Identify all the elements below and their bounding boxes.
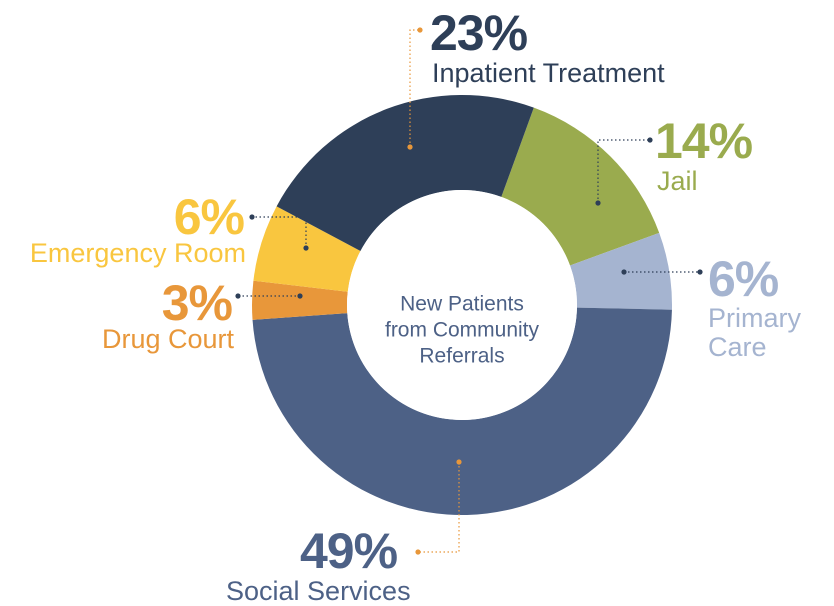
category-label: Social Services [226, 576, 411, 606]
segment [569, 232, 672, 310]
value-label: 23% [430, 5, 528, 61]
leader-dot [697, 269, 703, 275]
leader-line [597, 139, 650, 203]
value-label: 6% [173, 189, 245, 245]
value-label: 3% [161, 275, 233, 331]
segment [276, 95, 534, 251]
leader-dot [647, 137, 653, 143]
value-label: 49% [300, 523, 398, 579]
segment [501, 107, 660, 266]
leader-dot [407, 144, 413, 150]
center-label: from Community [385, 319, 540, 342]
segments [252, 95, 672, 515]
leader-dot [297, 293, 303, 299]
value-label: 6% [708, 251, 779, 307]
value-label: 14% [655, 113, 753, 169]
leader-dot [415, 549, 421, 555]
leader-line [418, 462, 460, 553]
leader-dot [303, 245, 309, 251]
leader-dot [621, 269, 627, 275]
leader-dot [235, 293, 241, 299]
center-label: New Patients [400, 293, 524, 316]
segment [252, 307, 672, 515]
center-hole [347, 190, 577, 420]
segment [252, 280, 348, 320]
leader-dot [417, 27, 423, 33]
category-label: Emergency Room [29, 238, 246, 268]
category-label: Jail [657, 166, 698, 196]
leader-dot [595, 200, 601, 206]
category-label: Drug Court [101, 324, 234, 354]
category-label: Primary Care [708, 303, 801, 363]
leader-dot [249, 214, 255, 220]
leader-line [409, 29, 420, 147]
center-label: Referrals [419, 345, 504, 368]
leader-dot [456, 459, 462, 465]
category-label: Inpatient Treatment [432, 58, 665, 88]
